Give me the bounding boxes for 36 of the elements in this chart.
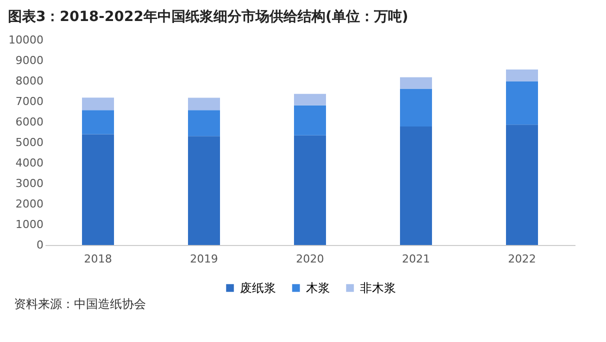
bar — [82, 98, 114, 110]
x-tick-label: 2019 — [190, 252, 218, 266]
bar — [400, 77, 432, 89]
x-tick-label: 2018 — [84, 252, 112, 266]
bar — [188, 136, 220, 245]
bar — [82, 110, 114, 134]
bar — [506, 81, 538, 125]
x-tick-label: 2021 — [402, 252, 430, 266]
legend-label: 非木浆 — [360, 281, 396, 295]
y-tick-label: 0 — [36, 238, 44, 252]
legend-label: 木浆 — [306, 281, 330, 295]
y-tick-label: 7000 — [16, 95, 44, 108]
x-tick-label: 2022 — [508, 252, 536, 266]
y-tick-label: 9000 — [16, 54, 44, 67]
legend-label: 废纸浆 — [240, 281, 276, 295]
bar — [506, 70, 538, 82]
text: 资料来源：中国造纸协会 — [13, 296, 147, 313]
bar — [400, 88, 432, 127]
bar — [294, 105, 326, 136]
y-tick-label: 4000 — [16, 156, 44, 170]
y-tick-label: 5000 — [16, 136, 44, 149]
bar — [82, 134, 114, 245]
y-tick-label: 3000 — [16, 177, 44, 190]
y-tick-label: 8000 — [16, 74, 44, 88]
chart-title: 图表3：2018-2022年中国纸浆细分市场供给结构(单位：万吨) — [7, 8, 410, 27]
y-tick-label: 2000 — [16, 198, 44, 210]
bar — [188, 98, 220, 110]
x-tick-label: 2020 — [296, 252, 324, 266]
bar — [188, 110, 220, 136]
bar — [294, 135, 326, 245]
y-tick-label: 10000 — [8, 34, 44, 46]
bar — [400, 126, 432, 245]
bar — [506, 124, 538, 245]
y-tick-label: 6000 — [16, 116, 44, 128]
y-tick-label: 1000 — [16, 218, 44, 231]
bar — [294, 94, 326, 106]
